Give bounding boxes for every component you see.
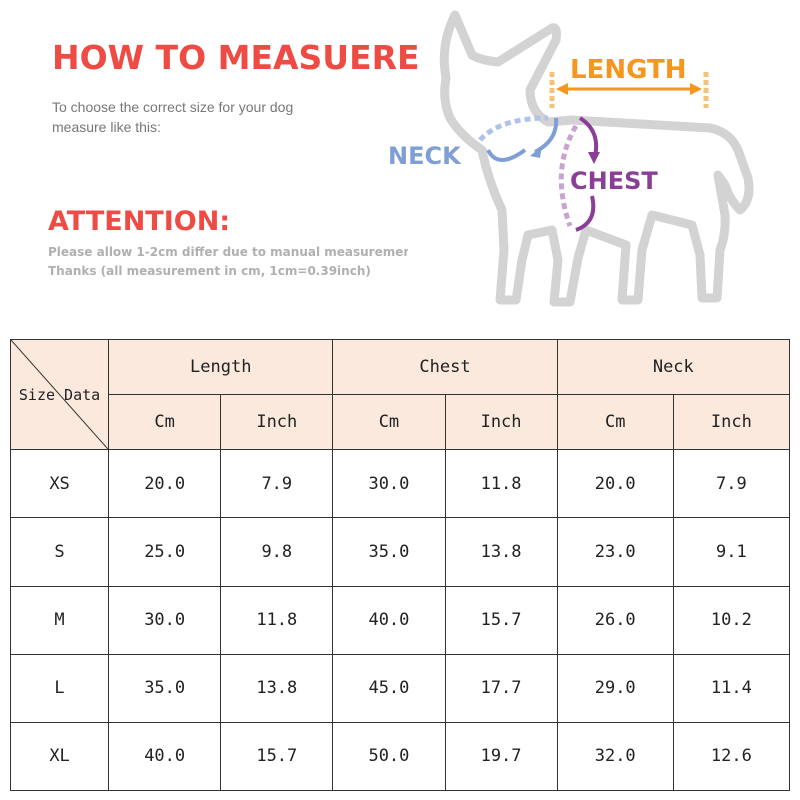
chest-label: CHEST: [570, 167, 658, 195]
diagonal-divider: [11, 340, 108, 449]
value-cell: 15.7: [444, 585, 558, 655]
size-cell: XS: [9, 449, 110, 519]
table-header-row-groups: Size Data Length Chest Neck: [9, 338, 791, 451]
value-cell: 40.0: [332, 585, 446, 655]
value-cell: 45.0: [332, 653, 446, 723]
unit-header-chest-inch: Inch: [444, 394, 558, 451]
value-cell: 17.7: [444, 653, 558, 723]
value-cell: 7.9: [220, 449, 334, 519]
value-cell: 20.0: [556, 449, 674, 519]
unit-header-chest-cm: Cm: [332, 394, 446, 451]
value-cell: 50.0: [332, 721, 446, 792]
size-cell: L: [9, 653, 110, 723]
note-line-1: Please allow 1-2cm differ due to manual …: [48, 245, 408, 259]
value-cell: 7.9: [672, 449, 791, 519]
dog-illustration: LENGTH NECK CHEST: [388, 10, 754, 307]
value-cell: 11.4: [672, 653, 791, 723]
note-line-2: Thanks (all measurement in cm, 1cm=0.39i…: [48, 264, 371, 278]
table-row: S 25.0 9.8 35.0 13.8 23.0 9.1: [9, 517, 791, 587]
unit-header-length-cm: Cm: [108, 394, 222, 451]
value-cell: 23.0: [556, 517, 674, 587]
table-row: XL 40.0 15.7 50.0 19.7 32.0 12.6: [9, 721, 791, 792]
value-cell: 32.0: [556, 721, 674, 792]
intro-line-1: To choose the correct size for your dog: [52, 99, 294, 115]
table-row: M 30.0 11.8 40.0 15.7 26.0 10.2: [9, 585, 791, 655]
value-cell: 15.7: [220, 721, 334, 792]
value-cell: 29.0: [556, 653, 674, 723]
value-cell: 12.6: [672, 721, 791, 792]
value-cell: 20.0: [108, 449, 222, 519]
value-cell: 10.2: [672, 585, 791, 655]
size-chart-table: Size Data Length Chest Neck Cm Inch Cm I…: [9, 338, 791, 792]
value-cell: 9.8: [220, 517, 334, 587]
value-cell: 11.8: [444, 449, 558, 519]
size-cell: XL: [9, 721, 110, 792]
neck-label: NECK: [388, 142, 462, 170]
table-header-row-units: Cm Inch Cm Inch Cm Inch: [11, 394, 791, 451]
corner-header-cell: Size Data: [9, 338, 110, 451]
value-cell: 13.8: [220, 653, 334, 723]
table-row: XS 20.0 7.9 30.0 11.8 20.0 7.9: [9, 449, 791, 519]
value-cell: 40.0: [108, 721, 222, 792]
value-cell: 19.7: [444, 721, 558, 792]
table-row: L 35.0 13.8 45.0 17.7 29.0 11.4: [9, 653, 791, 723]
unit-header-neck-cm: Cm: [556, 394, 674, 451]
intro-text: To choose the correct size for your dog …: [52, 97, 352, 137]
value-cell: 26.0: [556, 585, 674, 655]
size-cell: M: [9, 585, 110, 655]
dog-measurement-figure: LENGTH NECK CHEST: [380, 0, 800, 330]
unit-header-length-inch: Inch: [220, 394, 334, 451]
value-cell: 11.8: [220, 585, 334, 655]
value-cell: 25.0: [108, 517, 222, 587]
value-cell: 35.0: [108, 653, 222, 723]
group-header-chest: Chest: [332, 338, 558, 396]
attention-title: ATTENTION:: [48, 206, 231, 237]
dog-outline: [439, 10, 754, 307]
group-header-length: Length: [108, 338, 334, 396]
size-cell: S: [9, 517, 110, 587]
value-cell: 9.1: [672, 517, 791, 587]
value-cell: 35.0: [332, 517, 446, 587]
length-label: LENGTH: [570, 55, 686, 85]
value-cell: 30.0: [108, 585, 222, 655]
value-cell: 13.8: [444, 517, 558, 587]
value-cell: 30.0: [332, 449, 446, 519]
page-title: HOW TO MEASUERE: [52, 38, 420, 77]
group-header-neck: Neck: [556, 338, 791, 396]
intro-line-2: measure like this:: [52, 119, 161, 135]
unit-header-neck-inch: Inch: [672, 394, 791, 451]
corner-label: Size Data: [18, 385, 101, 404]
